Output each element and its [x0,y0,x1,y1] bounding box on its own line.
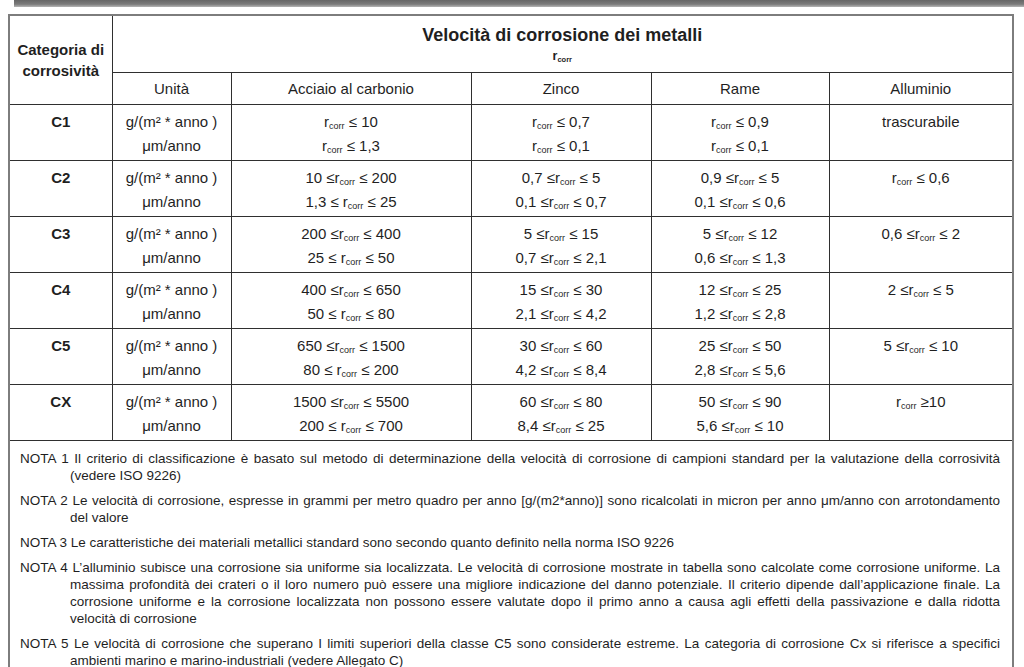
table-title: Velocità di corrosione dei metalli [114,24,1012,46]
note-1: NOTA 1 Il criterio di classificazione è … [20,450,1000,484]
zinco-cell: 60 ≤rcorr ≤ 80 8,4 ≤rcorr ≤ 25 [471,384,651,440]
alluminio-cell: trascurabile [829,104,1013,160]
zinco-cell: 0,7 ≤rcorr ≤ 5 0,1 ≤rcorr ≤ 0,7 [471,160,651,216]
note-label: NOTA 5 [20,636,69,651]
table-subtitle-rcorr: rcorr [114,49,1012,63]
note-text: Le velocità di corrosione, espresse in g… [70,493,1000,525]
rame-cell: 12 ≤rcorr ≤ 25 1,2 ≤rcorr ≤ 2,8 [651,272,829,328]
acciaio-cell: rcorr ≤ 10 rcorr ≤ 1,3 [231,104,471,160]
note-text: L’alluminio subisce una corrosione sia u… [70,560,1000,626]
note-5: NOTA 5 Le velocità di corrosione che sup… [20,635,1000,667]
column-header-unita: Unità [112,72,231,104]
category-cell: C2 [9,160,112,216]
zinco-cell: 5 ≤rcorr ≤ 15 0,7 ≤rcorr ≤ 2,1 [471,216,651,272]
rame-cell: 25 ≤rcorr ≤ 50 2,8 ≤rcorr ≤ 5,6 [651,328,829,384]
notes-section: NOTA 1 Il criterio di classificazione è … [9,440,1013,667]
note-label: NOTA 4 [20,560,68,575]
alluminio-cell: rcorr ≤ 0,6 [829,160,1013,216]
note-label: NOTA 2 [20,493,68,508]
category-cell: C5 [9,328,112,384]
note-label: NOTA 1 [20,451,69,466]
acciaio-cell: 10 ≤rcorr ≤ 200 1,3 ≤ rcorr ≤ 25 [231,160,471,216]
alluminio-cell: rcorr ≥10 [829,384,1013,440]
note-text: Le velocità di corrosione che superano I… [70,636,1000,667]
acciaio-cell: 650 ≤rcorr ≤ 1500 80 ≤ rcorr ≤ 200 [231,328,471,384]
note-text: Le caratteristiche dei materiali metalli… [71,535,674,550]
unit-cell: g/(m² * anno ) μm/anno [112,216,231,272]
table-title-row: Categoria di corrosività Velocità di cor… [9,15,1013,72]
note-4: NOTA 4 L’alluminio subisce una corrosion… [20,559,1000,627]
unit-cell: g/(m² * anno ) μm/anno [112,384,231,440]
column-header-row: Unità Acciaio al carbonio Zinco Rame All… [9,72,1013,104]
acciaio-cell: 400 ≤rcorr ≤ 650 50 ≤ rcorr ≤ 80 [231,272,471,328]
note-label: NOTA 3 [20,535,67,550]
unit-cell: g/(m² * anno ) μm/anno [112,272,231,328]
rame-cell: 0,9 ≤rcorr ≤ 5 0,1 ≤rcorr ≤ 0,6 [651,160,829,216]
category-cell: CX [9,384,112,440]
document-page: Categoria di corrosività Velocità di cor… [0,0,1024,667]
zinco-cell: rcorr ≤ 0,7 rcorr ≤ 0,1 [471,104,651,160]
column-header-alluminio: Alluminio [829,72,1013,104]
column-header-acciaio: Acciaio al carbonio [231,72,471,104]
zinco-cell: 30 ≤rcorr ≤ 60 4,2 ≤rcorr ≤ 8,4 [471,328,651,384]
zinco-cell: 15 ≤rcorr ≤ 30 2,1 ≤rcorr ≤ 4,2 [471,272,651,328]
corrosion-rate-table: Categoria di corrosività Velocità di cor… [8,14,1014,667]
acciaio-cell: 200 ≤rcorr ≤ 400 25 ≤ rcorr ≤ 50 [231,216,471,272]
unit-cell: g/(m² * anno ) μm/anno [112,160,231,216]
alluminio-cell: 5 ≤rcorr ≤ 10 [829,328,1013,384]
category-cell: C4 [9,272,112,328]
table-row-c4: C4 g/(m² * anno ) μm/anno 400 ≤rcorr ≤ 6… [9,272,1013,328]
table-row-c3: C3 g/(m² * anno ) μm/anno 200 ≤rcorr ≤ 4… [9,216,1013,272]
table-row-c1: C1 g/(m² * anno ) μm/anno rcorr ≤ 10 rco… [9,104,1013,160]
column-header-zinco: Zinco [471,72,651,104]
note-text: Il criterio di classificazione è basato … [70,451,1000,483]
corner-header-label: Categoria di corrosività [17,41,104,79]
category-cell: C3 [9,216,112,272]
acciaio-cell: 1500 ≤rcorr ≤ 5500 200 ≤ rcorr ≤ 700 [231,384,471,440]
table-row-cx: CX g/(m² * anno ) μm/anno 1500 ≤rcorr ≤ … [9,384,1013,440]
unit-cell: g/(m² * anno ) μm/anno [112,104,231,160]
table-row-c2: C2 g/(m² * anno ) μm/anno 10 ≤rcorr ≤ 20… [9,160,1013,216]
note-3: NOTA 3 Le caratteristiche dei materiali … [20,534,1000,551]
notes-row: NOTA 1 Il criterio di classificazione è … [9,440,1013,667]
alluminio-cell: 0,6 ≤rcorr ≤ 2 [829,216,1013,272]
alluminio-cell: 2 ≤rcorr ≤ 5 [829,272,1013,328]
rame-cell: rcorr ≤ 0,9 rcorr ≤ 0,1 [651,104,829,160]
table-title-cell: Velocità di corrosione dei metalli rcorr [112,15,1013,72]
rame-cell: 5 ≤rcorr ≤ 12 0,6 ≤rcorr ≤ 1,3 [651,216,829,272]
category-cell: C1 [9,104,112,160]
corner-header-cell: Categoria di corrosività [9,15,112,104]
scan-artifact-band [14,0,1024,7]
note-2: NOTA 2 Le velocità di corrosione, espres… [20,492,1000,526]
unit-cell: g/(m² * anno ) μm/anno [112,328,231,384]
rame-cell: 50 ≤rcorr ≤ 90 5,6 ≤rcorr ≤ 10 [651,384,829,440]
table-row-c5: C5 g/(m² * anno ) μm/anno 650 ≤rcorr ≤ 1… [9,328,1013,384]
column-header-rame: Rame [651,72,829,104]
